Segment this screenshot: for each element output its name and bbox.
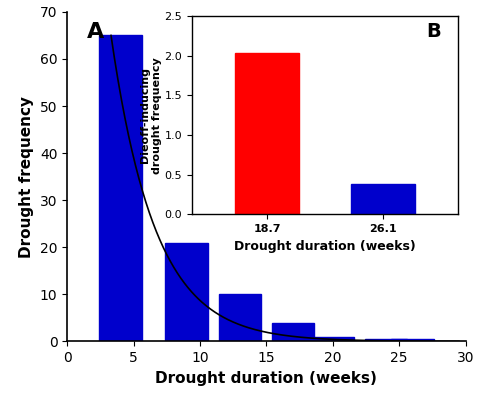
X-axis label: Drought duration (weeks): Drought duration (weeks): [156, 371, 377, 386]
Bar: [218, 294, 261, 341]
Bar: [391, 339, 434, 341]
Bar: [166, 243, 208, 341]
X-axis label: Drought duration (weeks): Drought duration (weeks): [234, 240, 416, 252]
Bar: [99, 35, 142, 341]
Y-axis label: Dieoff-inducing
drought frequency: Dieoff-inducing drought frequency: [140, 57, 162, 173]
Y-axis label: Drought frequency: Drought frequency: [19, 96, 34, 258]
Bar: [272, 323, 314, 341]
Bar: [312, 337, 354, 341]
Bar: [351, 184, 415, 214]
Bar: [235, 53, 299, 214]
Text: B: B: [426, 22, 441, 41]
Text: A: A: [87, 22, 104, 42]
Bar: [365, 339, 407, 341]
